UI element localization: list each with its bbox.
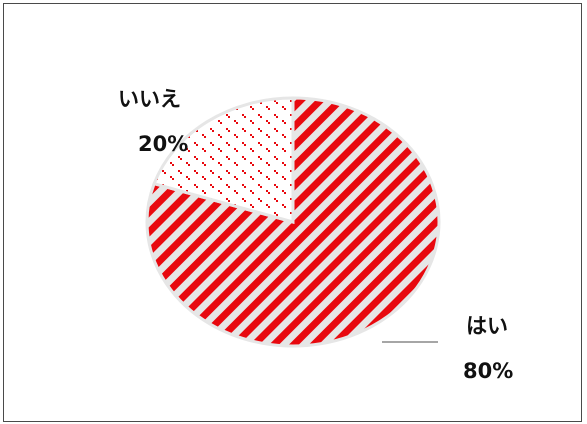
pie-slice-iie	[152, 96, 295, 224]
pie-slices	[145, 96, 441, 348]
slice-percent-iie: 20%	[138, 132, 188, 156]
slice-label-hai: はい	[466, 314, 508, 338]
slice-label-iie: いいえ	[118, 87, 181, 111]
slice-percent-hai: 80%	[463, 359, 513, 383]
